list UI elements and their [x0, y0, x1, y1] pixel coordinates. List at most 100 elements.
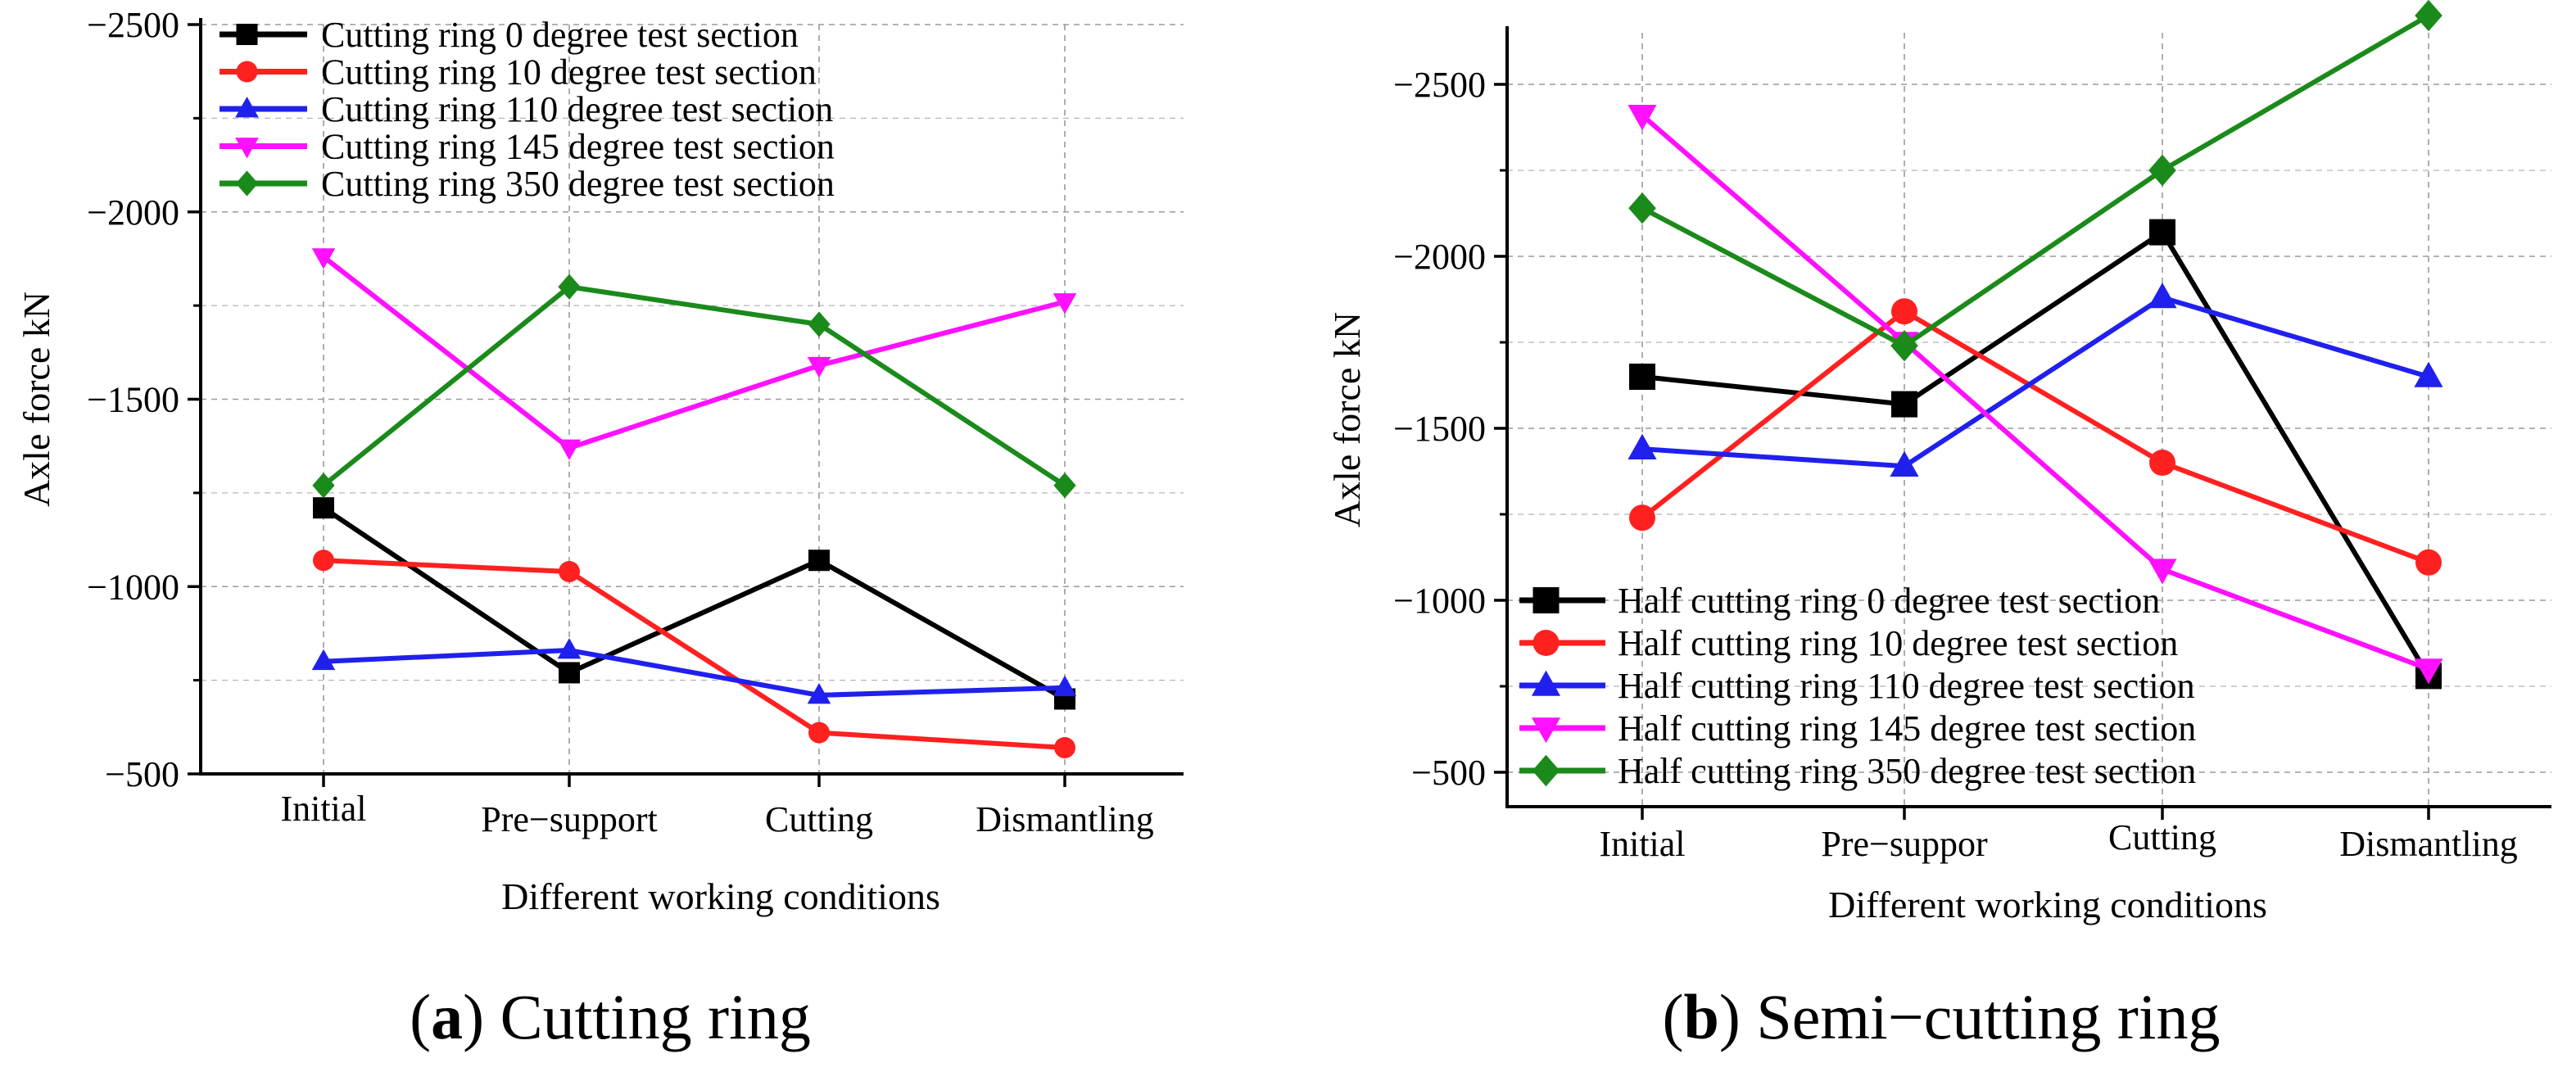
- data-point: [1890, 450, 1919, 477]
- data-point: [807, 356, 831, 378]
- y-tick-label: −1000: [1393, 581, 1486, 621]
- legend-item: Cutting ring 0 degree test section: [220, 15, 799, 55]
- caption-a-text: Cutting ring: [500, 981, 811, 1052]
- legend-marker: [1532, 587, 1560, 613]
- data-point: [311, 248, 336, 269]
- x-tick-label: Initial: [280, 789, 366, 829]
- series-line: [323, 648, 1066, 698]
- legend-label: Cutting ring 0 degree test section: [321, 15, 799, 55]
- x-tick-label: Pre−support: [481, 799, 657, 839]
- legend-label: Half cutting ring 110 degree test sectio…: [1618, 666, 2195, 706]
- data-point: [807, 682, 831, 704]
- data-point: [1891, 391, 1917, 418]
- legend-item: Cutting ring 145 degree test section: [220, 127, 835, 167]
- legend-item: Half cutting ring 145 degree test sectio…: [1519, 708, 2196, 749]
- data-point: [2149, 219, 2175, 246]
- x-axis-label: Different working conditions: [1828, 884, 2267, 925]
- legend-label: Cutting ring 145 degree test section: [321, 127, 835, 167]
- y-tick-label: −2500: [87, 5, 179, 45]
- y-tick-label: −500: [105, 754, 179, 794]
- series-4: [312, 274, 1076, 499]
- data-point: [1629, 364, 1655, 390]
- y-tick-label: −2500: [1393, 65, 1486, 105]
- legend-item: Half cutting ring 350 degree test sectio…: [1519, 751, 2196, 791]
- legend-item: Cutting ring 10 degree test section: [220, 52, 817, 93]
- y-tick-label: −1000: [87, 567, 179, 607]
- legend-marker: [236, 61, 258, 83]
- caption-a-letter: a: [431, 981, 463, 1052]
- legend-item: Cutting ring 350 degree test section: [220, 164, 835, 204]
- data-point: [1628, 105, 1657, 131]
- data-point: [2148, 154, 2176, 187]
- series-line: [323, 558, 1066, 750]
- series-line: [1641, 309, 2430, 565]
- x-tick-label: Dismantling: [976, 799, 1154, 839]
- data-point: [808, 311, 831, 337]
- data-point: [1054, 736, 1075, 758]
- data-point: [2414, 658, 2443, 685]
- data-point: [2414, 361, 2443, 387]
- x-tick-label: Cutting: [2108, 817, 2216, 857]
- y-tick-label: −2000: [1393, 237, 1486, 277]
- legend-item: Half cutting ring 0 degree test section: [1519, 581, 2160, 621]
- legend-label: Cutting ring 10 degree test section: [321, 52, 817, 93]
- data-point: [557, 638, 582, 659]
- caption-a: (a) Cutting ring: [410, 981, 811, 1052]
- y-tick-label: −1500: [1393, 409, 1486, 449]
- data-point: [559, 560, 580, 582]
- legend-label: Cutting ring 350 degree test section: [321, 164, 835, 204]
- x-tick-label: Pre−suppor: [1821, 824, 1988, 864]
- chart-panel-b: −2500 −2000 −1500 −1000 −500 Initial Pre−suppo…: [1326, 0, 2551, 925]
- data-point: [1053, 473, 1076, 499]
- y-tick-label: −1500: [87, 380, 179, 420]
- legend-marker: [235, 97, 259, 118]
- series-line: [1641, 295, 2429, 469]
- y-axis-label: Axle force kN: [1326, 312, 1368, 527]
- data-point: [2148, 283, 2177, 309]
- data-point: [313, 497, 334, 519]
- data-point: [2415, 549, 2442, 576]
- data-point: [558, 274, 581, 300]
- x-tick-label: Cutting: [765, 799, 873, 839]
- legend: Half cutting ring 0 degree test sectionH…: [1519, 581, 2196, 791]
- data-point: [2149, 450, 2175, 476]
- series-line: [322, 284, 1066, 488]
- legend: Cutting ring 0 degree test sectionCuttin…: [220, 15, 835, 204]
- legend-marker: [1531, 670, 1561, 696]
- data-point: [2415, 0, 2442, 32]
- data-point: [808, 721, 830, 744]
- series-2: [1628, 283, 2443, 477]
- legend-item: Cutting ring 110 degree test section: [220, 89, 833, 129]
- series-0: [313, 497, 1075, 710]
- data-point: [1890, 330, 1918, 362]
- series-2: [311, 638, 1077, 704]
- data-point: [311, 649, 336, 671]
- series-line: [1641, 113, 2430, 672]
- data-point: [313, 550, 334, 572]
- legend-label: Half cutting ring 350 degree test sectio…: [1618, 751, 2196, 791]
- data-point: [1053, 293, 1077, 314]
- gridlines: [1507, 33, 2551, 807]
- data-point: [559, 662, 580, 684]
- series-1: [1629, 298, 2442, 576]
- y-axis-label: Axle force kN: [16, 292, 57, 507]
- legend-label: Half cutting ring 145 degree test sectio…: [1618, 708, 2196, 749]
- legend-marker: [236, 24, 258, 45]
- legend-marker: [1531, 717, 1561, 744]
- legend-marker: [1532, 754, 1560, 787]
- legend-item: Half cutting ring 10 degree test section: [1519, 623, 2178, 663]
- caption-b-text: Semi−cutting ring: [1756, 981, 2220, 1052]
- data-point: [557, 439, 582, 460]
- data-point: [808, 550, 830, 572]
- series-1: [313, 550, 1075, 758]
- caption-b-letter: b: [1684, 981, 1719, 1052]
- data-point: [1629, 504, 1655, 531]
- series-line: [322, 255, 1066, 450]
- x-tick-label: Initial: [1599, 824, 1685, 864]
- legend-marker: [1532, 630, 1560, 656]
- data-point: [1891, 298, 1917, 325]
- caption-b: (b) Semi−cutting ring: [1663, 981, 2221, 1052]
- series-4: [1628, 0, 2442, 362]
- data-point: [312, 473, 335, 499]
